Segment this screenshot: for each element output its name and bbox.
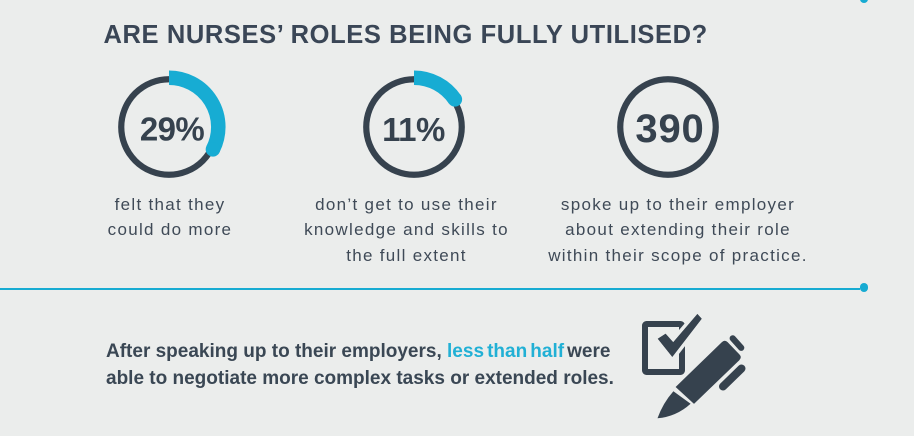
svg-text:29%: 29% <box>139 111 204 148</box>
svg-text:11%: 11% <box>382 111 445 148</box>
svg-text:390: 390 <box>635 107 704 151</box>
